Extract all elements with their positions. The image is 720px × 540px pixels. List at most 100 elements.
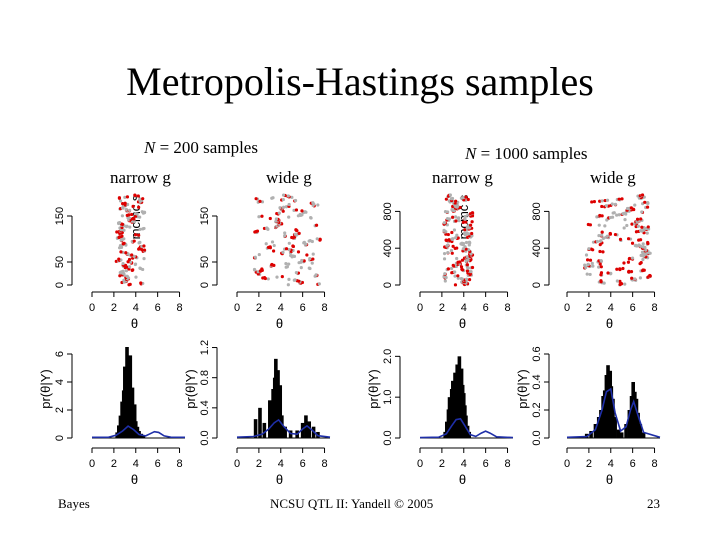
trace-point <box>314 273 318 277</box>
trace-point <box>630 276 634 280</box>
trace-point <box>639 217 643 221</box>
y-tick-label: 4 <box>54 379 66 385</box>
trace-point <box>290 235 294 240</box>
trace-point <box>120 214 125 218</box>
trace-point <box>139 281 143 285</box>
panel-trace-n200-wide: 0 2 4 6 8 θ 0 50 150 <box>199 193 328 331</box>
trace-point <box>294 208 299 212</box>
trace-point <box>130 212 134 217</box>
trace-point <box>458 205 462 210</box>
trace-point <box>627 269 631 273</box>
y-tick-label: 50 <box>199 256 211 268</box>
panel-trace-n1000-wide: 0 2 4 6 8 θ 0 400 800 <box>531 193 658 331</box>
trace-point <box>464 195 468 199</box>
narrow-g-label-n1000: narrow g <box>432 168 493 187</box>
trace-point <box>286 194 290 198</box>
trace-point <box>646 240 650 245</box>
trace-point <box>128 282 132 286</box>
trace-point <box>287 215 291 219</box>
trace-point <box>134 275 138 279</box>
trace-point <box>281 193 286 197</box>
y-tick-label: 50 <box>54 256 66 268</box>
y-tick-label: 0.0 <box>199 430 211 445</box>
trace-point <box>443 272 447 276</box>
x-tick-label: 2 <box>256 302 262 314</box>
trace-point <box>260 200 265 204</box>
page-number: 23 <box>647 496 660 511</box>
x-tick-label: 0 <box>417 302 423 314</box>
trace-point <box>283 231 287 235</box>
trace-point <box>446 267 450 271</box>
density-curve <box>566 387 661 439</box>
trace-point <box>465 231 469 235</box>
trace-point <box>622 226 626 230</box>
trace-point <box>293 232 297 236</box>
trace-point <box>585 272 589 276</box>
trace-point <box>131 204 135 208</box>
y-tick-label: 150 <box>54 207 66 225</box>
x-tick-label: 2 <box>111 458 117 470</box>
trace-point <box>592 200 597 204</box>
hist-bar <box>638 424 643 438</box>
hist-bar <box>611 398 615 438</box>
trace-point <box>609 271 613 275</box>
x-tick-label: 8 <box>504 458 510 470</box>
trace-point <box>617 213 621 217</box>
trace-point <box>645 231 649 235</box>
y-axis-label: pr(θ|Y) <box>183 369 198 409</box>
trace-point <box>640 193 645 197</box>
trace-point <box>255 229 260 233</box>
trace-point <box>463 245 467 249</box>
trace-point <box>442 221 446 225</box>
trace-point <box>123 195 127 199</box>
x-tick-label: 4 <box>133 458 139 470</box>
trace-point <box>122 228 126 232</box>
x-tick-label: 4 <box>133 302 139 314</box>
trace-point <box>133 233 138 237</box>
trace-point <box>123 201 127 205</box>
trace-point <box>123 263 128 267</box>
trace-point <box>133 193 137 197</box>
trace-point <box>459 265 464 269</box>
trace-point <box>264 242 268 246</box>
trace-point <box>317 282 321 286</box>
y-tick-label: 0 <box>531 282 543 288</box>
trace-point <box>598 213 602 218</box>
y-tick-label: 0.4 <box>199 400 211 415</box>
trace-point <box>638 276 643 280</box>
trace-point <box>640 210 644 214</box>
trace-point <box>311 252 315 256</box>
hist-bar <box>616 429 621 438</box>
trace-point <box>595 239 600 244</box>
trace-point <box>630 222 634 226</box>
trace-point <box>138 240 142 244</box>
trace-point <box>457 216 461 220</box>
x-tick-label: 6 <box>155 458 161 470</box>
trace-point <box>290 195 294 199</box>
trace-point <box>460 258 465 262</box>
trace-point <box>121 261 125 266</box>
y-tick-label: 0.2 <box>531 402 543 417</box>
x-tick-label: 0 <box>89 458 95 470</box>
trace-point <box>117 257 121 261</box>
trace-point <box>274 217 278 221</box>
trace-point <box>617 197 621 201</box>
x-axis-label: θ <box>606 316 613 331</box>
x-tick-label: 2 <box>586 302 592 314</box>
y-tick-label: 2.0 <box>382 349 394 364</box>
trace-point <box>286 283 290 287</box>
x-tick-label: 0 <box>234 302 240 314</box>
density-curve <box>419 417 514 439</box>
x-tick-label: 6 <box>300 302 306 314</box>
y-tick-label: 150 <box>199 207 211 225</box>
trace-point <box>442 252 447 256</box>
trace-point <box>648 251 652 255</box>
trace-point <box>612 211 616 215</box>
trace-point <box>584 265 588 270</box>
trace-point <box>117 220 122 225</box>
trace-point <box>287 241 291 245</box>
trace-point <box>463 214 467 219</box>
trace-point <box>464 240 469 245</box>
trace-point <box>622 211 626 215</box>
trace-point <box>127 213 131 217</box>
